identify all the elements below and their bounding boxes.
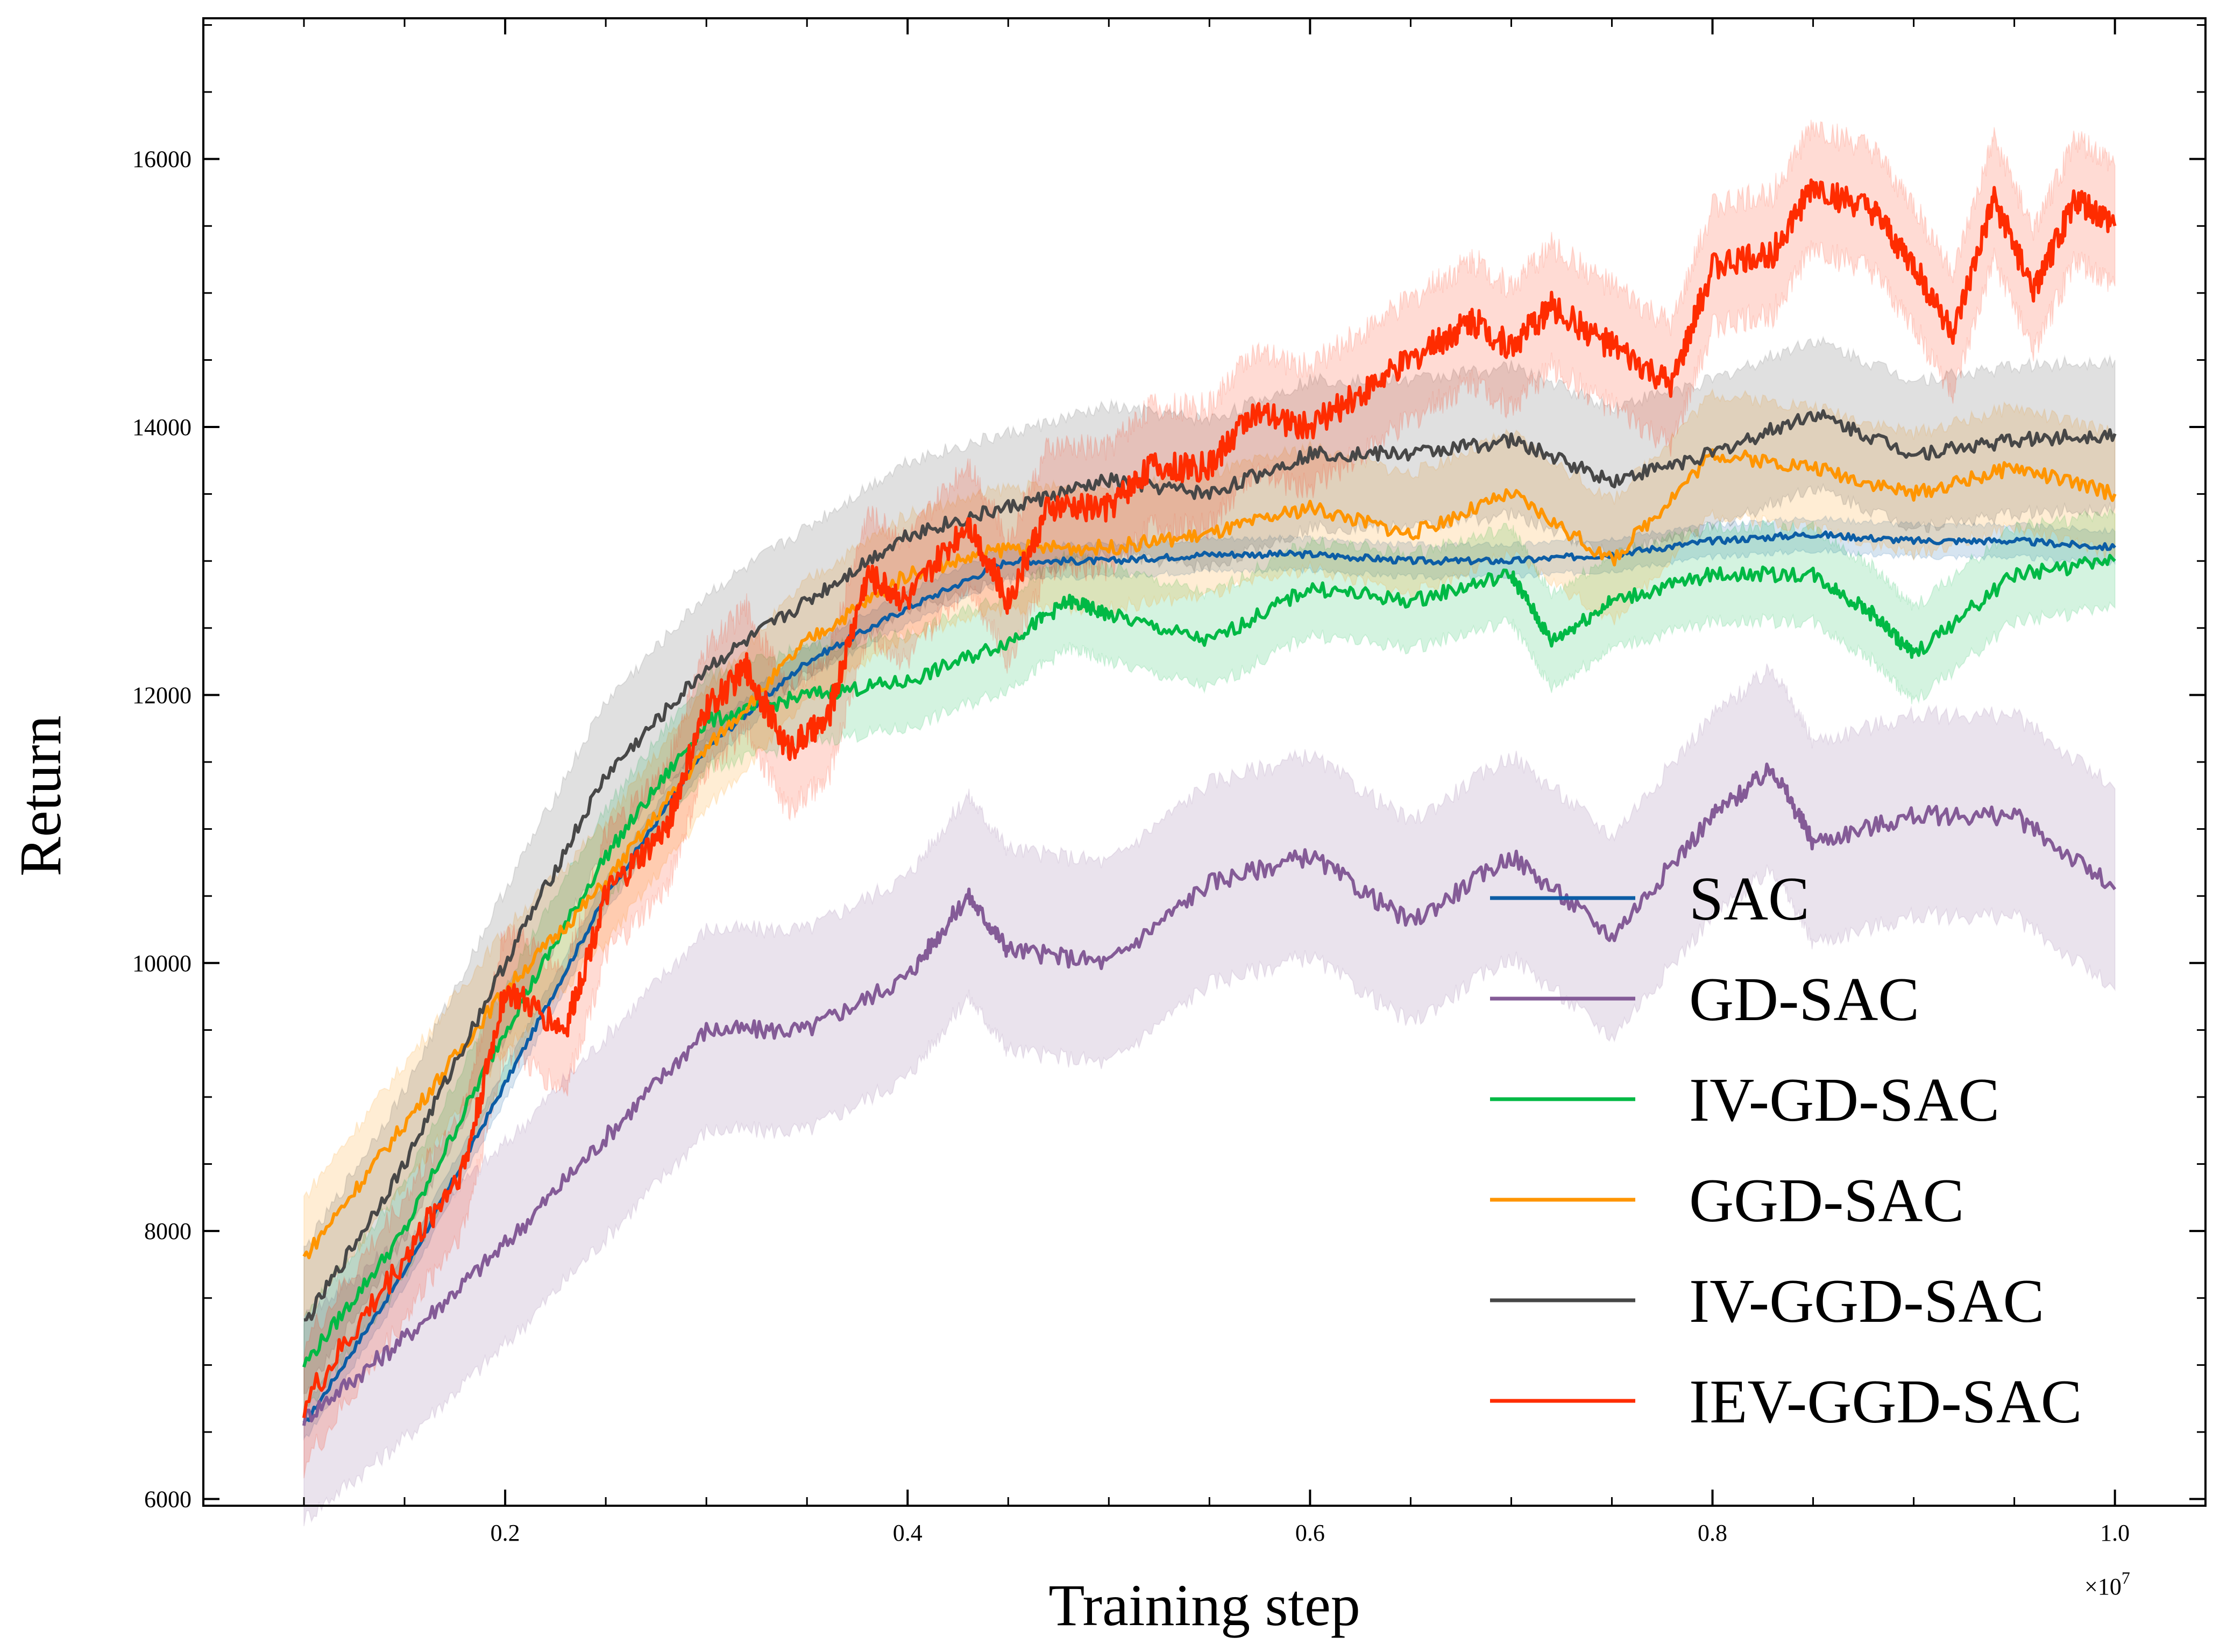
- series-line-gd-sac: [302, 763, 2117, 1426]
- axes: 0.2 0.4 0.6 0.8 1.0 6000 8000 10000 12000 14000 16…: [132, 17, 2207, 1546]
- y-tick-label: 8000: [144, 1218, 191, 1244]
- legend-label-ggd-sac: GGD-SAC: [1689, 1166, 1964, 1235]
- legend-label-gd-sac: GD-SAC: [1689, 965, 1919, 1034]
- y-tick-label: 14000: [132, 414, 191, 440]
- series-line-iv-gd-sac: [302, 553, 2116, 1368]
- x-tick-label: 1.0: [2100, 1520, 2130, 1546]
- band-ggd-sac: [303, 388, 2116, 1320]
- band-sac: [303, 515, 2116, 1441]
- x-tick-label: 0.6: [1295, 1520, 1325, 1546]
- legend-label-iv-ggd-sac: IV-GGD-SAC: [1689, 1267, 2044, 1335]
- series-line-iev-ggd-sac: [302, 178, 2117, 1419]
- legend-label-iv-gd-sac: IV-GD-SAC: [1689, 1066, 1999, 1134]
- y-tick-label: 6000: [144, 1486, 191, 1513]
- series-lines: [302, 178, 2117, 1426]
- y-tick-label: 16000: [132, 146, 191, 173]
- series-line-ggd-sac: [302, 448, 2117, 1259]
- x-tick-label: 0.8: [1698, 1520, 1727, 1546]
- x-tick-label: 0.4: [893, 1520, 923, 1546]
- series-line-iv-ggd-sac: [303, 409, 2117, 1322]
- y-tick-label: 10000: [132, 950, 191, 977]
- legend-label-iev-ggd-sac: IEV-GGD-SAC: [1689, 1368, 2082, 1436]
- y-axis-label: Return: [8, 715, 73, 876]
- x-tick-label: 0.2: [491, 1520, 520, 1546]
- x-axis-label: Training step: [1048, 1572, 1360, 1638]
- legend-label-sac: SAC: [1689, 865, 1810, 933]
- x-axis-multiplier: ×107: [2084, 1568, 2130, 1600]
- legend: SAC GD-SAC IV-GD-SAC GGD-SAC IV-GGD-SAC IEV-G…: [1490, 865, 2082, 1436]
- y-tick-label: 12000: [132, 682, 191, 708]
